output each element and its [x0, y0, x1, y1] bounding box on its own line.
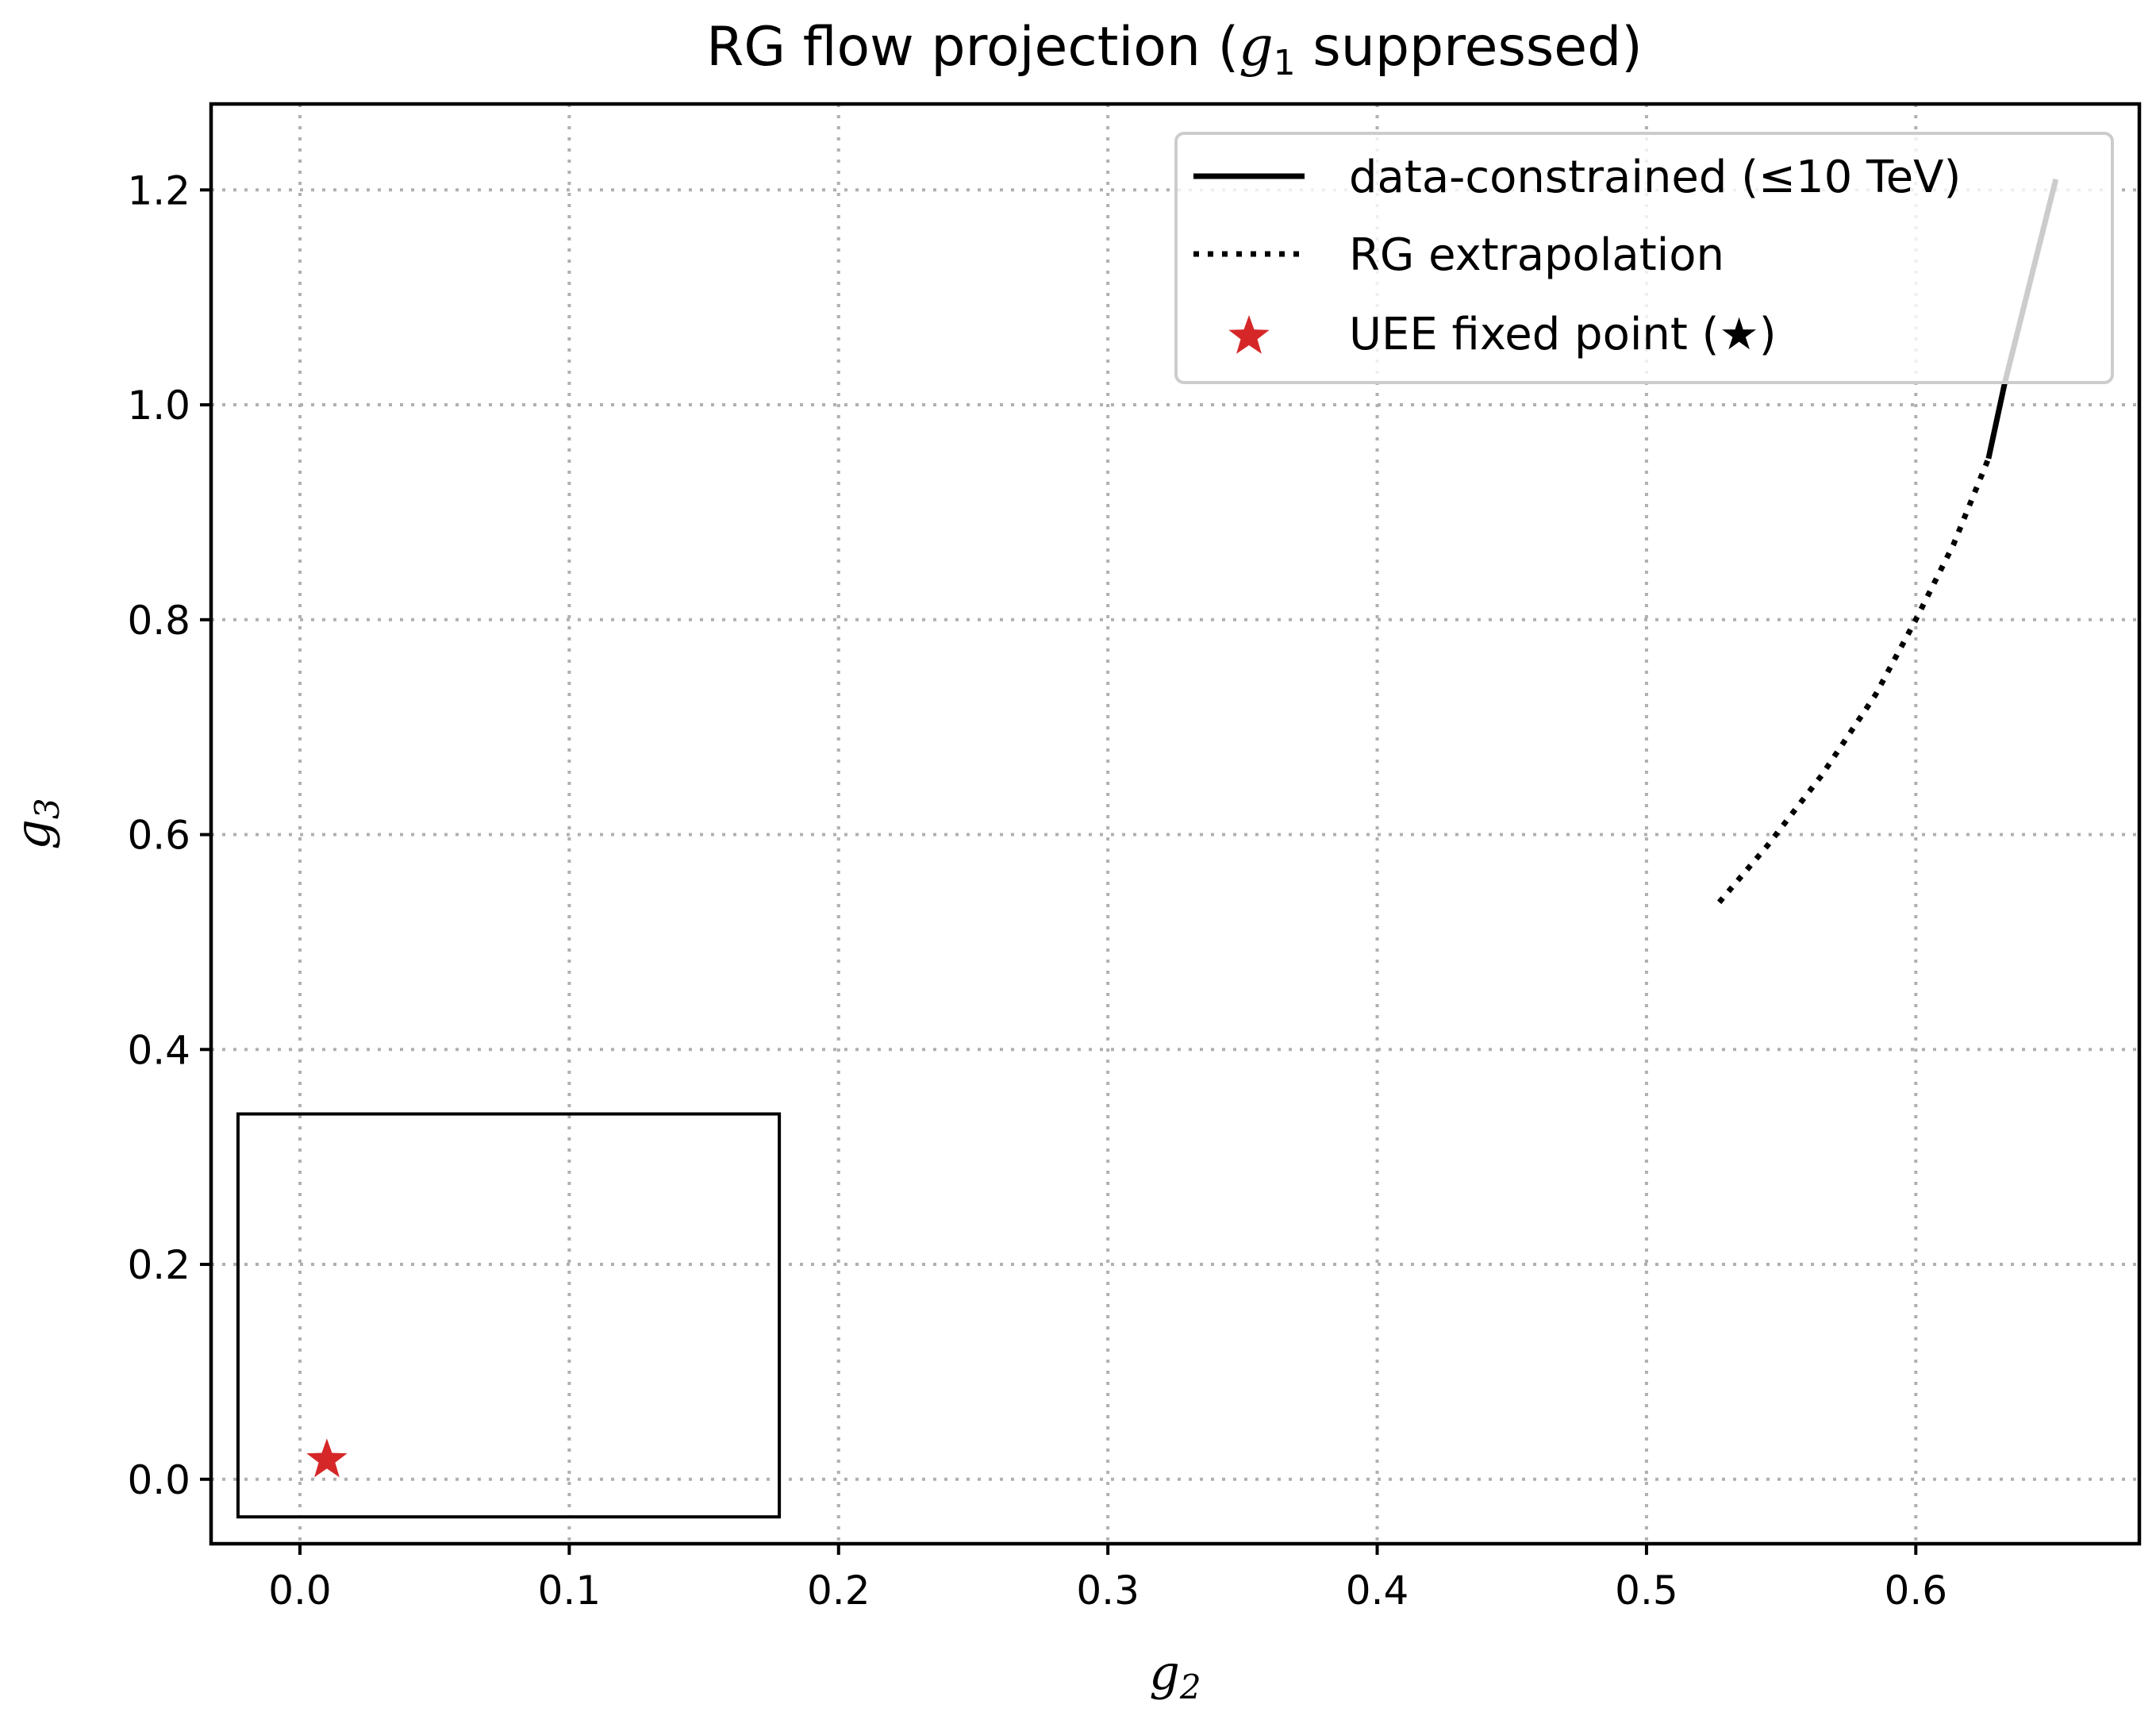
x-axis-label-var: g — [1149, 1645, 1179, 1701]
legend-label-data-constrained: data-constrained (≤10 TeV) — [1349, 152, 1961, 203]
chart-title: RG flow projection (g1 suppressed) — [706, 16, 1643, 83]
x-tick-label: 0.5 — [1615, 1568, 1678, 1614]
y-tick-label: 1.0 — [127, 383, 190, 429]
legend: data-constrained (≤10 TeV) RG extrapolat… — [1174, 132, 2114, 384]
uee-fixed-point-marker — [306, 1438, 348, 1478]
legend-label-uee-fixed-point: UEE fixed point (★) — [1349, 309, 1777, 360]
chart-title-prefix: RG flow projection ( — [706, 16, 1239, 79]
x-tick-label: 0.1 — [538, 1568, 601, 1614]
plot-frame — [209, 102, 2142, 1546]
chart-title-suffix: suppressed) — [1296, 16, 1643, 79]
y-tick-label: 0.2 — [127, 1242, 190, 1288]
x-tick-label: 0.2 — [807, 1568, 870, 1614]
legend-label-rg-extrapolation: RG extrapolation — [1349, 229, 1724, 281]
x-tick-label: 0.6 — [1885, 1568, 1948, 1614]
x-axis-label-sub: 2 — [1179, 1668, 1201, 1706]
y-tick-label: 1.2 — [127, 167, 190, 214]
legend-box — [1174, 132, 2114, 384]
y-axis-label-sub: 3 — [28, 798, 67, 819]
y-tick-label: 0.4 — [127, 1027, 190, 1073]
y-axis-label: g3 — [6, 798, 67, 849]
y-tick-label: 0.8 — [127, 598, 190, 644]
y-tick-label: 0.6 — [127, 813, 190, 859]
inset-box-layer — [236, 1112, 782, 1519]
chart-title-var: g — [1239, 16, 1274, 79]
legend-star-marker-icon — [1228, 315, 1270, 354]
axis-ticks: 0.0 0.1 0.2 0.3 0.4 0.5 0.6 0.0 0.2 0.4 0.6 0.8 1.0 1… — [127, 167, 1947, 1614]
x-tick-label: 0.4 — [1346, 1568, 1409, 1614]
chart-title-sub: 1 — [1274, 43, 1296, 83]
y-axis-label-var: g — [6, 819, 61, 849]
inset-box — [236, 1112, 782, 1519]
x-tick-label: 0.3 — [1076, 1568, 1139, 1614]
x-tick-label: 0.0 — [268, 1568, 332, 1614]
y-tick-label: 0.0 — [127, 1457, 190, 1503]
rg-extrapolation-line — [1716, 457, 1992, 905]
x-axis-label: g2 — [1149, 1645, 1201, 1706]
